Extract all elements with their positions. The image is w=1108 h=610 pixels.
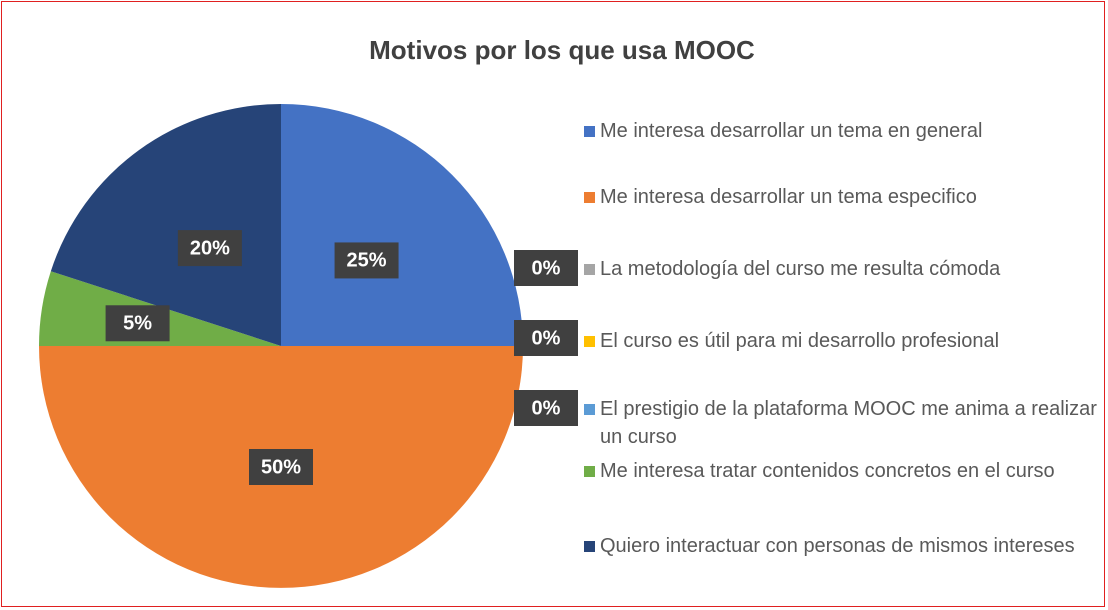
data-label-box <box>514 390 578 426</box>
data-label: 0% <box>514 250 578 286</box>
data-label-text: 50% <box>261 456 301 478</box>
legend-label: Quiero interactuar con personas de mismo… <box>600 535 1075 557</box>
data-label-box <box>249 449 313 485</box>
legend-item: El prestigio de la plataforma MOOC me an… <box>580 395 1100 451</box>
chart-title: Motivos por los que usa MOOC <box>369 35 755 65</box>
legend-swatch <box>584 466 595 477</box>
legend-item: Me interesa desarrollar un tema en gener… <box>580 117 1100 145</box>
data-label-box <box>514 320 578 356</box>
data-label-box <box>105 305 170 342</box>
legend-swatch <box>584 541 595 552</box>
data-label-text: 0% <box>532 257 561 279</box>
data-label-text: 25% <box>347 250 387 272</box>
legend-item: La metodología del curso me resulta cómo… <box>580 255 1100 283</box>
data-label: 20% <box>177 230 242 267</box>
data-label: 5% <box>105 305 170 342</box>
legend-label: El prestigio de la plataforma MOOC me an… <box>600 398 1097 448</box>
data-label-box <box>334 242 399 279</box>
legend-item: Me interesa tratar contenidos concretos … <box>580 457 1100 485</box>
legend-label: El curso es útil para mi desarrollo prof… <box>600 330 1000 352</box>
legend-item: Quiero interactuar con personas de mismo… <box>580 532 1100 560</box>
legend-label: La metodología del curso me resulta cómo… <box>600 258 1001 280</box>
legend-item: Me interesa desarrollar un tema especifi… <box>580 183 1100 211</box>
data-label: 0% <box>514 390 578 426</box>
data-label-text: 5% <box>123 313 152 335</box>
data-label-box <box>514 250 578 286</box>
legend-label: Me interesa desarrollar un tema especifi… <box>600 186 977 208</box>
data-label-text: 0% <box>532 327 561 349</box>
legend-item: El curso es útil para mi desarrollo prof… <box>580 327 1100 355</box>
data-label: 50% <box>249 449 313 485</box>
legend-swatch <box>584 264 595 275</box>
data-label: 25% <box>334 242 399 279</box>
legend-swatch <box>584 336 595 347</box>
legend-swatch <box>584 192 595 203</box>
legend-label: Me interesa tratar contenidos concretos … <box>600 460 1055 482</box>
pie-slice <box>50 104 281 346</box>
pie-slice <box>281 104 523 346</box>
legend-swatch <box>584 126 595 137</box>
data-label-text: 0% <box>532 397 561 419</box>
legend-swatch <box>584 404 595 415</box>
data-label: 0% <box>514 320 578 356</box>
data-label-box <box>177 230 242 267</box>
legend-label: Me interesa desarrollar un tema en gener… <box>600 120 983 142</box>
data-label-text: 20% <box>190 237 230 259</box>
